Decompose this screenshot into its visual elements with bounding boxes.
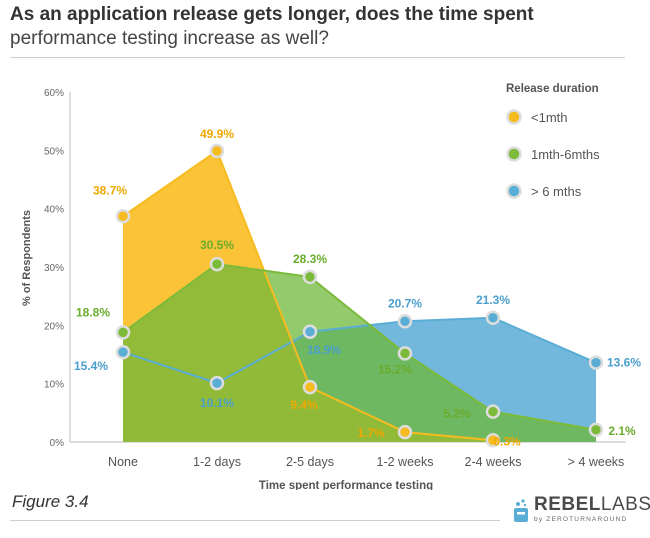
rebellabs-logo-icon <box>514 499 528 522</box>
data-label: 18.9% <box>307 343 341 357</box>
legend-marker <box>506 109 522 125</box>
data-label: 28.3% <box>293 252 327 266</box>
y-tick-label: 10% <box>44 380 64 391</box>
data-label: 0.3% <box>493 434 521 448</box>
logo-tagline: by ZEROTURNAROUND <box>534 516 628 523</box>
y-tick-label: 30% <box>44 263 64 274</box>
figure-caption: Figure 3.4 <box>12 492 89 511</box>
data-label: 10.1% <box>200 396 234 410</box>
legend-label: 1mth-6mths <box>531 147 600 162</box>
data-point <box>209 375 225 391</box>
data-label: 5.2% <box>443 407 471 421</box>
data-point <box>485 404 501 419</box>
chart-title: As an application release gets longer, d… <box>10 4 534 25</box>
legend-title: Release duration <box>506 83 599 95</box>
data-label: 15.2% <box>378 362 412 376</box>
data-point <box>115 325 131 340</box>
data-point <box>115 344 131 360</box>
series-line-1 <box>122 263 597 431</box>
data-label: 2.1% <box>608 424 636 438</box>
data-label: 1.7% <box>357 426 385 440</box>
data-point <box>588 355 604 370</box>
data-point <box>485 310 501 325</box>
data-point <box>588 422 604 437</box>
area-chart: 0% 10% 20% 30% 40% 50% 60% None 1-2 days 2-5 days… <box>21 83 641 490</box>
data-point <box>209 143 225 159</box>
x-axis-title: Time spent performance testing <box>259 480 433 490</box>
data-point <box>485 433 501 448</box>
x-tick-label: 2-4 weeks <box>465 455 522 469</box>
data-point <box>397 314 413 329</box>
series-line-2 <box>122 316 597 385</box>
data-label: 21.3% <box>476 293 510 307</box>
data-label: 9.4% <box>290 398 318 412</box>
y-tick-label: 60% <box>44 88 64 99</box>
data-point <box>397 424 413 440</box>
data-label: 18.8% <box>76 305 110 319</box>
legend-marker <box>506 183 522 199</box>
data-point <box>397 346 413 361</box>
data-label: 15.4% <box>74 359 108 373</box>
data-point <box>302 269 318 285</box>
data-label: 20.7% <box>388 296 422 310</box>
x-tick-label: > 4 weeks <box>568 455 625 469</box>
rebellabs-logo: REBELLABS by ZEROTURNAROUND <box>510 494 650 530</box>
data-point <box>209 256 225 272</box>
data-point <box>115 209 131 224</box>
data-label: 38.7% <box>93 183 127 197</box>
x-tick-label: None <box>108 455 138 469</box>
legend-label: <1mth <box>531 110 568 125</box>
caption-divider <box>10 520 500 521</box>
x-tick-label: 1-2 days <box>193 455 241 469</box>
y-tick-label: 40% <box>44 205 64 216</box>
y-tick-label: 20% <box>44 321 64 332</box>
legend-marker <box>506 146 522 162</box>
y-axis-title: % of Respondents <box>21 210 33 306</box>
data-point <box>302 324 318 339</box>
x-tick-label: 2-5 days <box>286 455 334 469</box>
data-label: 13.6% <box>607 356 641 370</box>
x-tick-label: 1-2 weeks <box>377 455 434 469</box>
data-point <box>302 379 318 395</box>
chart-subtitle: performance testing increase as well? <box>10 28 329 49</box>
title-divider <box>10 57 625 58</box>
data-label: 30.5% <box>200 238 234 252</box>
y-tick-label: 0% <box>50 438 65 449</box>
legend-label: > 6 mths <box>531 184 582 199</box>
area-1 <box>123 264 596 442</box>
y-tick-label: 50% <box>44 146 64 157</box>
data-label: 49.9% <box>200 127 234 141</box>
logo-wordmark: REBELLABS <box>534 494 650 515</box>
